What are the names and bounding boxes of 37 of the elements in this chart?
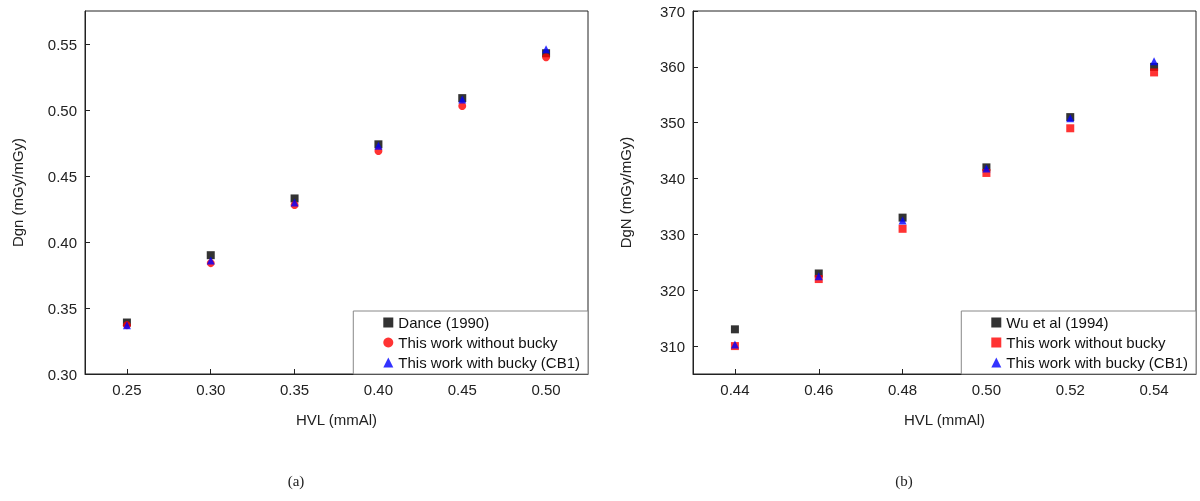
x-tick-label: 0.50 xyxy=(971,381,1002,398)
x-tick-label: 0.44 xyxy=(720,381,750,398)
y-tick-label: 320 xyxy=(659,281,685,299)
legend-label: This work with bucky (CB1) xyxy=(398,354,581,371)
x-tick-label: 0.35 xyxy=(279,381,310,398)
y-tick-label: 340 xyxy=(659,170,685,188)
y-tick-label: 0.40 xyxy=(47,233,77,251)
legend-label: Dance (1990) xyxy=(398,314,490,331)
y-tick-label: 350 xyxy=(659,114,685,132)
legend-label: This work without bucky xyxy=(398,334,559,351)
y-axis-title: DgN (mGy/mGy) xyxy=(617,136,634,249)
y-tick-label: 0.35 xyxy=(47,299,77,317)
y-tick-label: 0.50 xyxy=(47,101,77,119)
y-axis-title: Dgn (mGy/mGy) xyxy=(9,137,26,248)
text: (a) xyxy=(287,472,305,490)
x-tick-label: 0.54 xyxy=(1139,381,1169,398)
y-tick-label: 0.30 xyxy=(47,365,77,383)
x-tick-label: 0.40 xyxy=(363,381,394,398)
x-tick-label: 0.46 xyxy=(804,381,834,398)
x-tick-label: 0.30 xyxy=(196,381,226,398)
x-tick-label: 0.50 xyxy=(531,381,561,398)
legend-label: Wu et al (1994) xyxy=(1006,314,1109,331)
x-tick-label: 0.52 xyxy=(1055,381,1085,398)
legend-label: This work without bucky xyxy=(1006,334,1167,351)
y-tick-label: 0.45 xyxy=(47,167,77,185)
x-tick-label: 0.25 xyxy=(112,381,142,398)
y-tick-label: 310 xyxy=(659,337,685,355)
x-tick-label: 0.48 xyxy=(887,381,918,398)
x-axis-title: HVL (mmAl) xyxy=(903,411,986,428)
text: (b) xyxy=(895,472,913,490)
x-axis-title: HVL (mmAl) xyxy=(295,411,378,428)
x-tick-label: 0.45 xyxy=(447,381,477,398)
y-tick-label: 360 xyxy=(659,58,685,76)
legend-label: This work with bucky (CB1) xyxy=(1006,354,1189,371)
y-tick-label: 0.55 xyxy=(47,35,77,53)
y-tick-label: 330 xyxy=(659,225,685,243)
y-tick-label: 370 xyxy=(659,2,685,20)
